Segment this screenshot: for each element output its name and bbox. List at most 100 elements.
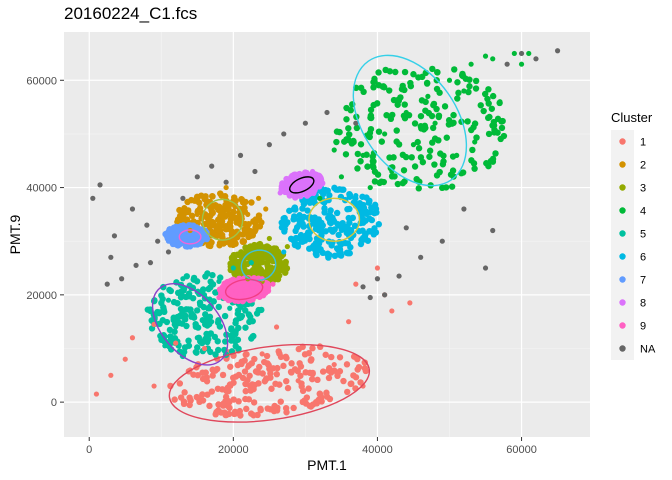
data-point: [500, 132, 508, 140]
data-point: [216, 294, 222, 301]
data-point: [266, 235, 272, 242]
data-point: [219, 371, 227, 379]
data-point: [284, 384, 292, 392]
data-point: [390, 154, 397, 161]
data-point: [262, 269, 270, 276]
data-point: [277, 190, 283, 196]
data-point: [389, 308, 395, 314]
data-point: [241, 368, 249, 375]
data-point: [422, 98, 429, 106]
data-point: [370, 84, 377, 91]
data-point: [249, 333, 256, 341]
data-point: [437, 150, 444, 157]
data-point: [331, 361, 337, 368]
data-point: [335, 231, 342, 239]
data-point: [430, 100, 438, 108]
data-point: [429, 65, 436, 73]
data-point: [302, 120, 308, 126]
x-axis-title: PMT.1: [307, 457, 347, 473]
data-point: [465, 88, 472, 96]
legend-swatch-5: [619, 230, 626, 237]
legend-swatch-4: [619, 207, 626, 214]
data-point: [255, 195, 262, 201]
data-point: [204, 305, 212, 312]
data-point: [431, 161, 438, 168]
data-point: [188, 212, 196, 220]
data-point: [171, 328, 178, 335]
data-point: [314, 376, 321, 384]
data-point: [280, 362, 287, 370]
data-point: [193, 195, 201, 203]
data-point: [443, 134, 450, 141]
data-point: [407, 82, 415, 90]
data-point: [340, 377, 347, 385]
data-point: [282, 258, 289, 266]
data-point: [330, 218, 338, 225]
data-point: [144, 222, 150, 228]
data-point: [166, 340, 174, 347]
data-point: [180, 276, 186, 282]
data-point: [362, 235, 369, 243]
data-point: [414, 138, 421, 146]
legend-label-5: 5: [640, 229, 646, 241]
data-point: [290, 216, 297, 223]
data-point: [217, 190, 224, 197]
data-point: [407, 300, 413, 306]
data-point: [245, 364, 251, 370]
data-point: [209, 271, 216, 279]
data-point: [171, 396, 178, 403]
legend-label-4: 4: [640, 206, 646, 218]
data-point: [433, 105, 440, 113]
data-point: [461, 88, 467, 94]
data-point: [234, 270, 240, 276]
data-point: [401, 68, 409, 76]
data-point: [223, 388, 229, 395]
data-point: [199, 369, 206, 376]
data-point: [248, 199, 255, 206]
legend-swatch-NA: [619, 345, 626, 352]
data-point: [223, 179, 229, 185]
data-point: [170, 314, 177, 321]
data-point: [231, 408, 239, 416]
data-point: [243, 351, 250, 358]
data-point: [343, 361, 351, 368]
data-point: [420, 126, 428, 133]
data-point: [201, 345, 208, 352]
data-point: [335, 187, 341, 193]
data-point: [253, 250, 260, 258]
data-point: [345, 125, 352, 132]
data-point: [400, 167, 408, 174]
data-point: [255, 284, 263, 292]
data-point: [441, 103, 449, 110]
data-point: [462, 75, 469, 82]
data-point: [97, 182, 103, 188]
data-point: [234, 258, 241, 266]
data-point: [252, 289, 258, 295]
data-point: [300, 213, 308, 221]
data-point: [242, 324, 249, 331]
data-point: [302, 238, 308, 244]
data-point: [360, 284, 366, 290]
data-point: [155, 238, 161, 244]
data-point: [222, 226, 230, 233]
data-point: [185, 293, 193, 300]
data-point: [350, 372, 357, 379]
data-point: [281, 228, 288, 235]
data-point: [187, 397, 194, 404]
data-point: [346, 191, 354, 199]
data-point: [390, 96, 398, 104]
data-point: [477, 102, 484, 109]
data-point: [432, 120, 438, 126]
data-point: [357, 158, 364, 165]
data-point: [196, 205, 204, 212]
data-point: [232, 202, 239, 210]
data-point: [270, 365, 277, 372]
data-point: [264, 360, 271, 367]
data-point: [185, 337, 192, 344]
data-point: [433, 172, 441, 179]
data-point: [308, 356, 315, 363]
data-point: [445, 117, 453, 124]
data-point: [202, 193, 209, 200]
data-point: [221, 312, 229, 320]
